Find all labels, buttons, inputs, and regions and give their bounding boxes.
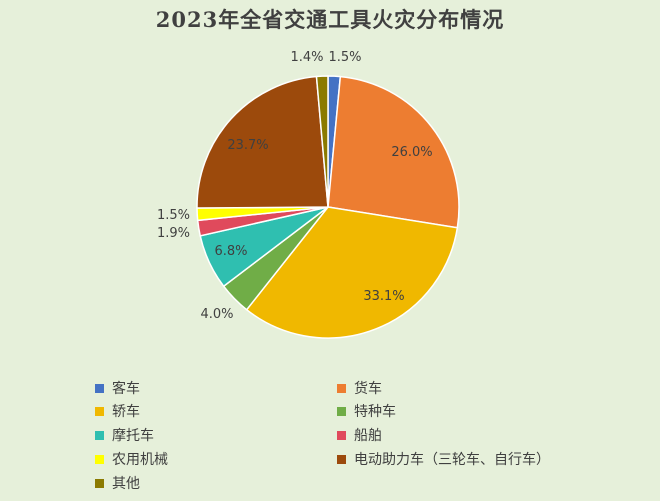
legend-label: 电动助力车（三轮车、自行车） xyxy=(354,452,550,468)
legend-swatch xyxy=(337,454,346,464)
pie-data-label-3: 4.0% xyxy=(200,307,233,322)
legend-item-jiaoche: 轿车 xyxy=(95,402,140,422)
legend-item-huoche: 货车 xyxy=(337,379,382,399)
legend-label: 摩托车 xyxy=(112,428,154,444)
legend-swatch xyxy=(95,430,104,440)
pie-labels: 1.5% 26.0% 33.1% 4.0% 6.8% 1.9% 1.5% 23.7% 1.4% xyxy=(157,50,433,322)
legend-item-keche: 客车 xyxy=(95,379,140,399)
legend-swatch xyxy=(95,454,104,464)
legend-swatch xyxy=(337,383,346,393)
legend-item-chuanbo: 船舶 xyxy=(337,426,382,446)
legend-swatch xyxy=(95,478,104,488)
legend-label: 船舶 xyxy=(354,428,382,444)
legend-label: 特种车 xyxy=(354,404,396,420)
pie-data-label-6: 1.5% xyxy=(157,208,190,223)
pie-data-label-5: 1.9% xyxy=(157,226,190,241)
pie-data-label-2: 33.1% xyxy=(363,289,404,304)
pie-slice-1 xyxy=(327,75,460,229)
legend-swatch xyxy=(95,406,104,416)
pie-data-label-0: 1.5% xyxy=(328,50,361,65)
legend-label: 农用机械 xyxy=(112,452,168,468)
legend-item-nongyongjixie: 农用机械 xyxy=(95,450,168,470)
pie-data-label-4: 6.8% xyxy=(214,244,247,259)
legend-item-diandongzhuliche: 电动助力车（三轮车、自行车） xyxy=(337,450,550,470)
pie-slice-8 xyxy=(315,75,329,208)
pie-slices xyxy=(196,75,460,339)
legend-label: 轿车 xyxy=(112,404,140,420)
pie-data-label-7: 23.7% xyxy=(227,138,268,153)
legend-item-qita: 其他 xyxy=(95,474,140,494)
pie-slice-7 xyxy=(196,75,329,209)
pie-slice-2 xyxy=(245,206,459,339)
legend-label: 客车 xyxy=(112,381,140,397)
pie-data-label-8: 1.4% xyxy=(290,50,323,65)
legend-label: 货车 xyxy=(354,381,382,397)
legend-swatch xyxy=(337,430,346,440)
chart-title: 2023年全省交通工具火灾分布情况 xyxy=(155,7,505,32)
legend-item-tezhongche: 特种车 xyxy=(337,402,396,422)
legend-swatch xyxy=(95,383,104,393)
pie-data-label-1: 26.0% xyxy=(391,145,432,160)
legend-label: 其他 xyxy=(112,476,140,492)
legend-item-motuoche: 摩托车 xyxy=(95,426,154,446)
legend-swatch xyxy=(337,406,346,416)
